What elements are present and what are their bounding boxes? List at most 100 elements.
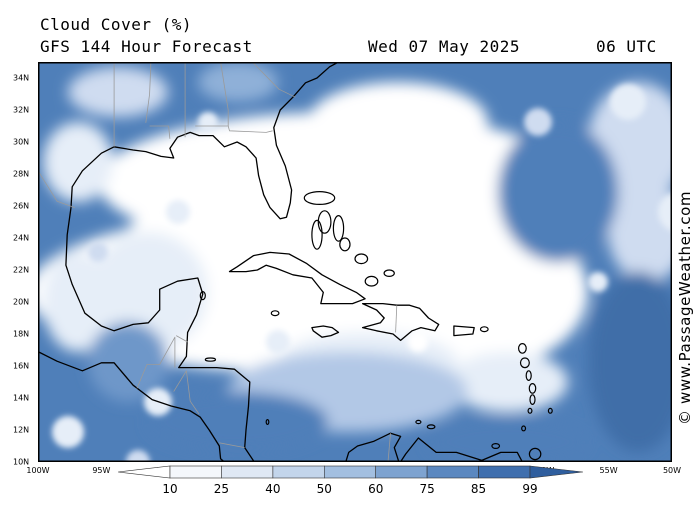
small-island <box>491 443 501 450</box>
lon-tick-label: 95W <box>92 466 111 475</box>
country-border <box>176 335 188 343</box>
cloud-spot <box>658 192 672 232</box>
cloud-spot <box>524 108 552 136</box>
legend-arrow-left <box>118 465 171 479</box>
us-coastline <box>70 62 339 220</box>
cloud-patch <box>68 67 168 117</box>
lat-tick-label: 32N <box>13 105 30 115</box>
legend-swatch <box>426 465 479 479</box>
small-island <box>265 419 270 426</box>
small-island <box>383 269 395 278</box>
small-island <box>415 419 422 425</box>
small-island <box>354 253 369 265</box>
small-island <box>270 310 280 317</box>
cloud-cover-fill <box>38 62 672 462</box>
small-island <box>332 214 345 242</box>
cloud-patch <box>88 232 208 352</box>
legend-swatch <box>272 465 325 479</box>
cloud-spot <box>448 142 468 162</box>
small-island <box>547 407 553 414</box>
country-border <box>219 442 245 448</box>
country-border <box>38 170 75 208</box>
color-legend <box>118 465 583 479</box>
lat-tick-label: 30N <box>13 137 30 147</box>
lon-tick-label: 100W <box>26 466 50 475</box>
small-island <box>527 407 533 414</box>
legend-label: 85 <box>470 482 487 496</box>
lat-tick-label: 12N <box>13 425 30 435</box>
forecast-time: 06 UTC <box>596 37 657 56</box>
small-island <box>479 326 489 333</box>
cuba-island <box>228 251 366 305</box>
legend-label: 40 <box>265 482 281 496</box>
lon-tick-label: 50W <box>662 466 682 475</box>
cloud-patch <box>88 322 168 402</box>
legend-arrow-right <box>529 465 583 479</box>
state-border <box>149 125 171 139</box>
lat-tick-label: 16N <box>13 361 30 371</box>
cloud-spot <box>284 148 312 176</box>
cloud-patch <box>198 62 278 102</box>
lat-tick-label: 22N <box>13 265 30 275</box>
puerto-rico-island <box>453 325 475 337</box>
passageweather-watermark: © www.PassageWeather.com <box>676 190 694 425</box>
country-border <box>173 370 200 415</box>
cloud-patch <box>448 352 568 412</box>
small-island <box>364 275 379 287</box>
lat-tick-label: 28N <box>13 169 30 179</box>
lat-tick-label: 14N <box>13 393 30 403</box>
cloud-spot <box>126 450 150 462</box>
cloud-patch <box>308 82 488 162</box>
map-frame <box>38 62 672 462</box>
state-border <box>252 62 296 98</box>
legend-swatch <box>221 465 274 479</box>
cloud-patch <box>148 392 328 452</box>
small-island <box>426 424 436 430</box>
small-island <box>529 394 536 406</box>
lat-tick-label: 18N <box>13 329 30 339</box>
legend-label: 25 <box>213 482 230 496</box>
cloud-spot <box>198 112 218 132</box>
lat-tick-label: 34N <box>13 73 30 83</box>
legend-swatch <box>169 465 222 479</box>
country-border <box>395 305 398 333</box>
pacific-coastline <box>38 351 226 462</box>
legend-label: 10 <box>162 482 178 496</box>
cloud-cover-map-canvas <box>38 62 672 462</box>
cloud-spot <box>408 332 428 352</box>
country-border <box>387 433 391 462</box>
coastlines <box>38 62 553 462</box>
small-island <box>199 291 206 301</box>
forecast-subtitle: GFS 144 Hour Forecast <box>40 37 253 56</box>
small-island <box>518 343 527 354</box>
cloud-patch <box>498 122 618 262</box>
cloud-patch <box>428 417 588 462</box>
cloud-patch <box>43 122 113 202</box>
state-border <box>195 62 229 127</box>
cloud-detail <box>52 84 672 462</box>
cloud-cover-map <box>38 62 672 462</box>
jamaica-island <box>311 325 340 338</box>
small-island <box>303 191 336 206</box>
cloud-patch <box>588 272 672 452</box>
cloud-patch <box>608 182 672 282</box>
small-island <box>525 370 532 382</box>
small-island <box>528 447 542 461</box>
cloud-spot <box>88 242 108 262</box>
legend-label: 50 <box>316 482 332 496</box>
small-island <box>317 210 332 234</box>
legend-label: 99 <box>522 482 538 496</box>
cloud-spot <box>166 200 190 224</box>
state-border <box>145 62 152 123</box>
forecast-date: Wed 07 May 2025 <box>368 37 520 56</box>
lat-tick-label: 10N <box>13 457 30 467</box>
small-island <box>521 425 527 432</box>
legend-swatch <box>478 465 531 479</box>
legend-label: 75 <box>419 482 435 496</box>
lat-tick-label: 24N <box>13 233 30 243</box>
small-island <box>311 219 323 250</box>
state-border <box>227 125 273 133</box>
cloud-spot <box>610 84 646 120</box>
small-island <box>519 357 530 369</box>
cloud-patch <box>43 252 113 352</box>
